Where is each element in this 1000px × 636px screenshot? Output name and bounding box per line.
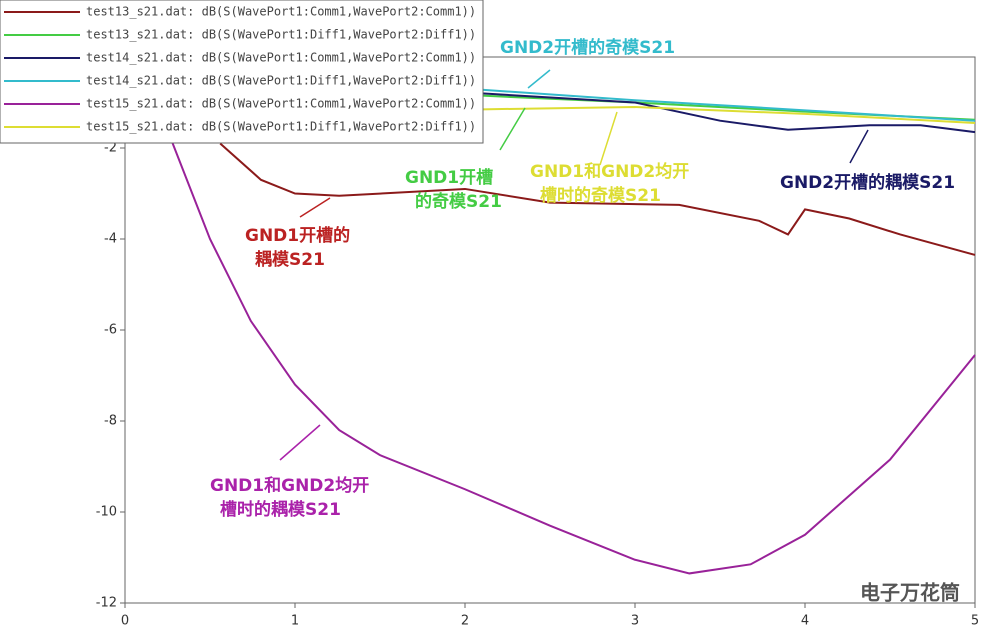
y-tick-label: -6 xyxy=(104,323,117,338)
x-tick-label: 4 xyxy=(801,614,809,629)
y-tick-label: -12 xyxy=(96,596,117,611)
annotation: 槽时的耦模S21 xyxy=(220,499,341,520)
x-tick-label: 3 xyxy=(631,614,639,629)
series-line xyxy=(219,142,976,256)
annotation-arrow xyxy=(499,107,526,151)
annotation-arrow xyxy=(299,197,331,218)
x-tick-label: 5 xyxy=(971,614,979,629)
annotation-arrow xyxy=(527,69,551,89)
y-tick-label: -10 xyxy=(96,505,117,520)
y-tick-label: -2 xyxy=(104,141,117,156)
annotation: 耦模S21 xyxy=(255,249,325,270)
legend-label: test13_s21.dat: dB(S(WavePort1:Diff1,Wav… xyxy=(86,28,476,42)
annotation: GND2开槽的耦模S21 xyxy=(780,172,955,193)
series-line xyxy=(481,88,976,122)
legend-label: test15_s21.dat: dB(S(WavePort1:Comm1,Wav… xyxy=(86,97,476,111)
series-line xyxy=(481,106,976,124)
annotation: GND1和GND2均开 xyxy=(530,161,689,182)
annotation: 槽时的奇模S21 xyxy=(540,185,661,206)
y-tick-label: -8 xyxy=(104,414,117,429)
legend-label: test13_s21.dat: dB(S(WavePort1:Comm1,Wav… xyxy=(86,5,476,19)
x-tick-label: 2 xyxy=(461,614,469,629)
annotation: 的奇模S21 xyxy=(415,191,502,212)
watermark: 电子万花筒 xyxy=(860,581,960,605)
series-line xyxy=(481,92,976,134)
y-tick-label: -4 xyxy=(104,232,117,247)
annotation-arrow xyxy=(849,129,869,164)
annotation: GND1开槽 xyxy=(405,167,493,188)
annotation-arrow xyxy=(279,424,321,461)
annotation: GND1开槽的 xyxy=(245,225,350,246)
annotation: GND1和GND2均开 xyxy=(210,475,369,496)
legend-box xyxy=(0,0,484,144)
annotation-arrow xyxy=(599,111,618,166)
legend-label: test14_s21.dat: dB(S(WavePort1:Comm1,Wav… xyxy=(86,51,476,65)
x-tick-label: 0 xyxy=(121,614,129,629)
legend-label: test15_s21.dat: dB(S(WavePort1:Diff1,Wav… xyxy=(86,120,476,134)
series-line xyxy=(169,138,976,575)
x-tick-label: 1 xyxy=(291,614,299,629)
annotation: GND2开槽的奇模S21 xyxy=(500,37,675,58)
legend-label: test14_s21.dat: dB(S(WavePort1:Diff1,Wav… xyxy=(86,74,476,88)
